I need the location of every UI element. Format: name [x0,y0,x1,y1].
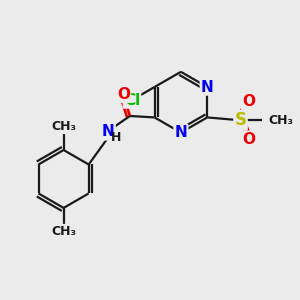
Text: N: N [102,124,115,140]
Text: Cl: Cl [124,92,140,107]
Text: CH₃: CH₃ [51,120,76,133]
Text: S: S [235,111,247,129]
Text: H: H [111,130,122,144]
Text: O: O [242,94,255,109]
Text: N: N [175,125,187,140]
Text: O: O [242,132,255,147]
Text: O: O [117,87,130,102]
Text: CH₃: CH₃ [51,225,76,238]
Text: N: N [201,80,214,94]
Text: CH₃: CH₃ [268,114,293,127]
